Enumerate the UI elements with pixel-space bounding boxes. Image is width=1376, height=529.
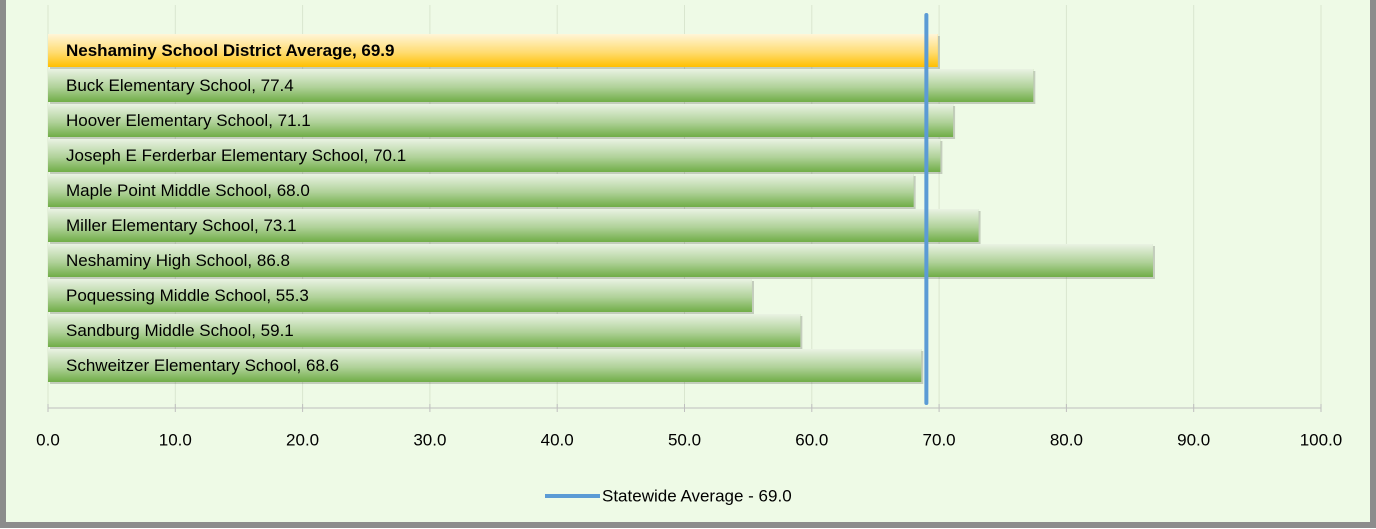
bar-shine bbox=[48, 209, 979, 242]
x-tick-label: 40.0 bbox=[541, 430, 574, 449]
bar-shine bbox=[48, 34, 938, 67]
bar-shine bbox=[48, 244, 1153, 277]
bar-shine bbox=[48, 69, 1034, 102]
bar-label: Schweitzer Elementary School, 68.6 bbox=[66, 356, 339, 375]
x-tick-label: 0.0 bbox=[36, 430, 60, 449]
x-tick-label: 10.0 bbox=[159, 430, 192, 449]
bar-shine bbox=[48, 279, 752, 312]
bar-label: Neshaminy High School, 86.8 bbox=[66, 251, 290, 270]
x-tick-label: 80.0 bbox=[1050, 430, 1083, 449]
bar-label: Maple Point Middle School, 68.0 bbox=[66, 181, 310, 200]
legend-label: Statewide Average - 69.0 bbox=[602, 486, 792, 505]
x-tick-label: 60.0 bbox=[795, 430, 828, 449]
x-tick-label: 50.0 bbox=[668, 430, 701, 449]
x-tick-label: 100.0 bbox=[1300, 430, 1343, 449]
bar-label: Sandburg Middle School, 59.1 bbox=[66, 321, 294, 340]
x-tick-label: 90.0 bbox=[1177, 430, 1210, 449]
bar-shine bbox=[48, 314, 801, 347]
bar-label: Neshaminy School District Average, 69.9 bbox=[66, 41, 394, 60]
bar-shine bbox=[48, 174, 914, 207]
bar-label: Joseph E Ferderbar Elementary School, 70… bbox=[66, 146, 406, 165]
bar-label: Poquessing Middle School, 55.3 bbox=[66, 286, 309, 305]
bar-label: Hoover Elementary School, 71.1 bbox=[66, 111, 311, 130]
x-tick-label: 20.0 bbox=[286, 430, 319, 449]
x-tick-label: 30.0 bbox=[413, 430, 446, 449]
bar-shine bbox=[48, 104, 954, 137]
bar-shine bbox=[48, 349, 922, 382]
bar-label: Buck Elementary School, 77.4 bbox=[66, 76, 294, 95]
x-tick-label: 70.0 bbox=[923, 430, 956, 449]
bar-shine bbox=[48, 139, 941, 172]
bar-label: Miller Elementary School, 73.1 bbox=[66, 216, 297, 235]
